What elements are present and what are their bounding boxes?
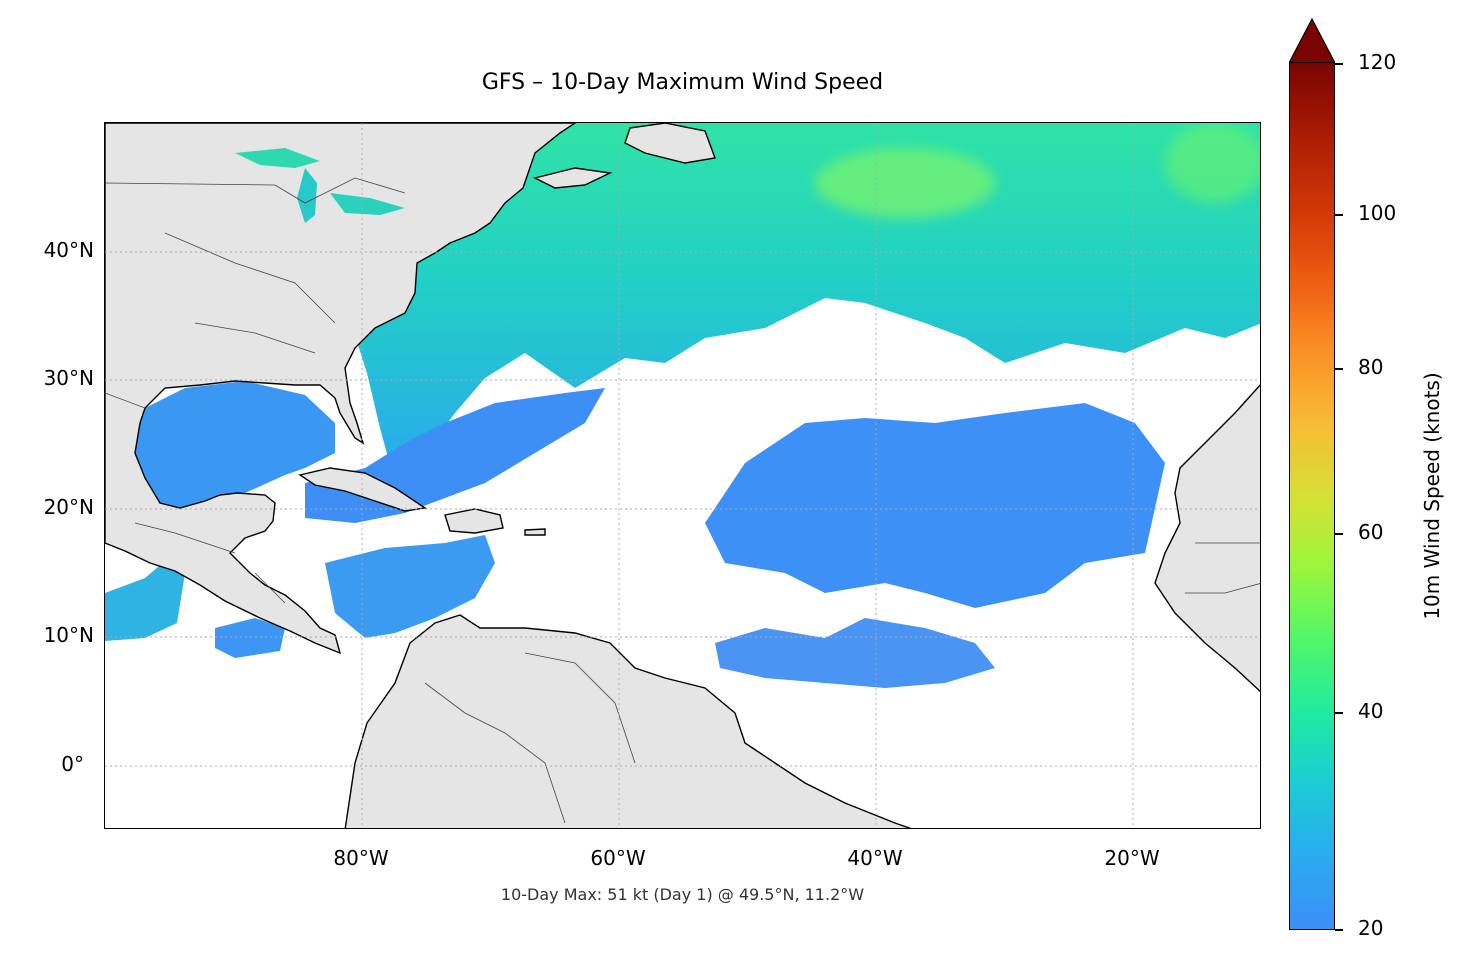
wind-patch-pacific [215, 618, 285, 658]
lat-tick-40n: 40°N [43, 238, 94, 262]
colorbar-extend-arrow [1289, 18, 1335, 64]
cbar-tickmark-120 [1335, 63, 1343, 65]
cbar-tickmark-100 [1335, 214, 1343, 216]
wind-patch-west [105, 561, 185, 641]
cbar-tickmark-60 [1335, 533, 1343, 535]
land-nova-scotia [532, 167, 613, 189]
cbar-tick-60: 60 [1358, 520, 1384, 544]
wind-field-gulf [135, 381, 335, 523]
wind-field-trades [705, 403, 1165, 608]
lon-tick-80w: 80°W [333, 846, 389, 870]
lake-superior [235, 148, 320, 168]
lat-tick-0: 0° [61, 752, 84, 776]
land-africa [1154, 384, 1260, 693]
lat-tick-30n: 30°N [43, 366, 94, 390]
land-north-america [105, 123, 577, 655]
max-wind-footnote: 10-Day Max: 51 kt (Day 1) @ 49.5°N, 11.2… [500, 885, 865, 904]
cbar-tick-120: 120 [1358, 50, 1397, 74]
map-title: GFS – 10-Day Maximum Wind Speed [481, 70, 884, 95]
wind-max-core [815, 148, 995, 218]
lake-michigan [297, 168, 317, 223]
cbar-tick-100: 100 [1358, 201, 1397, 225]
lon-tick-60w: 60°W [590, 846, 646, 870]
wind-field-south-caribbean [325, 535, 495, 638]
land-puerto-rico [524, 528, 546, 536]
cbar-tick-40: 40 [1358, 699, 1384, 723]
wind-field-itcz [715, 618, 995, 688]
cbar-tick-20: 20 [1358, 916, 1384, 940]
lake-erie-ontario [330, 193, 405, 215]
cbar-tickmark-20 [1335, 929, 1343, 931]
country-borders [105, 177, 1260, 824]
land-hispaniola [444, 508, 504, 534]
land-newfoundland [624, 123, 716, 164]
lon-tick-20w: 20°W [1104, 846, 1160, 870]
map-panel[interactable] [104, 122, 1261, 829]
colorbar-label: 10m Wind Speed (knots) [1420, 372, 1444, 620]
lat-tick-10n: 10°N [43, 623, 94, 647]
wind-core-east [1165, 123, 1260, 203]
wind-field-north-atlantic [345, 123, 1260, 483]
cbar-tickmark-80 [1335, 368, 1343, 370]
land-cuba [298, 467, 427, 512]
cbar-tick-80: 80 [1358, 355, 1384, 379]
lon-tick-40w: 40°W [847, 846, 903, 870]
lat-tick-20n: 20°N [43, 495, 94, 519]
land-south-america [344, 614, 912, 828]
cbar-tickmark-40 [1335, 712, 1343, 714]
wind-map-svg [105, 123, 1260, 828]
colorbar [1289, 62, 1335, 930]
